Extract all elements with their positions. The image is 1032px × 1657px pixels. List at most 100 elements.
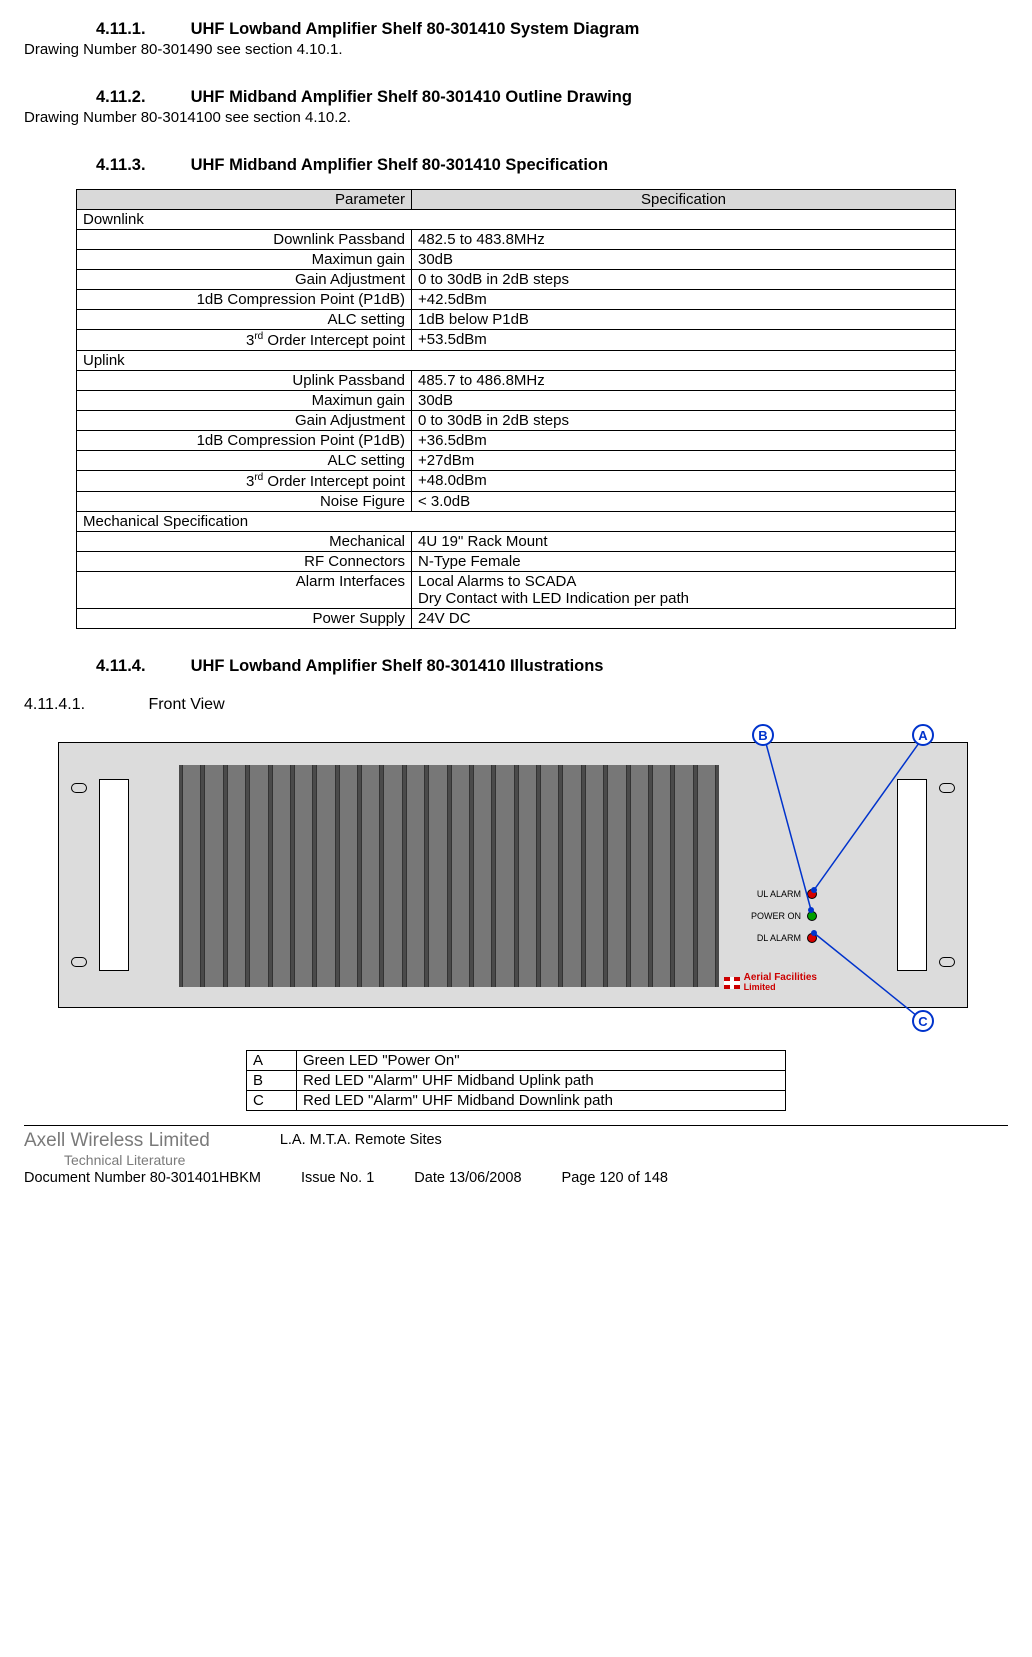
led-label: POWER ON bbox=[751, 911, 801, 921]
table-row: Gain Adjustment0 to 30dB in 2dB steps bbox=[77, 411, 956, 431]
sectitle: UHF Midband Amplifier Shelf 80-301410 Ou… bbox=[191, 88, 632, 106]
footer-docnum: Document Number 80-301401HBKM bbox=[24, 1170, 261, 1186]
param-cell: Downlink Passband bbox=[77, 230, 412, 250]
spec-cell: +48.0dBm bbox=[412, 471, 956, 492]
table-header-row: Parameter Specification bbox=[77, 190, 956, 210]
body-4-11-1: Drawing Number 80-301490 see section 4.1… bbox=[24, 41, 1008, 58]
screw-icon bbox=[939, 783, 955, 793]
param-cell: ALC setting bbox=[77, 451, 412, 471]
table-row: AGreen LED "Power On" bbox=[247, 1051, 786, 1071]
param-cell: Uplink Passband bbox=[77, 371, 412, 391]
secnum: 4.11.3. bbox=[96, 156, 186, 175]
spec-cell: Local Alarms to SCADADry Contact with LE… bbox=[412, 572, 956, 609]
spec-table: Parameter Specification DownlinkDownlink… bbox=[76, 189, 956, 629]
led-label: UL ALARM bbox=[757, 889, 801, 899]
param-cell: Gain Adjustment bbox=[77, 270, 412, 290]
table-row: Alarm InterfacesLocal Alarms to SCADADry… bbox=[77, 572, 956, 609]
table-section-row: Mechanical Specification bbox=[77, 512, 956, 532]
vendor-logo: Aerial FacilitiesLimited bbox=[724, 973, 817, 993]
spec-cell: 482.5 to 483.8MHz bbox=[412, 230, 956, 250]
table-row: Maximun gain30dB bbox=[77, 391, 956, 411]
footer-center: L.A. M.T.A. Remote Sites bbox=[210, 1130, 1008, 1168]
spec-cell: +27dBm bbox=[412, 451, 956, 471]
rack-panel: UL ALARM POWER ON DL ALARM Aerial Facili… bbox=[58, 742, 968, 1008]
table-row: ALC setting1dB below P1dB bbox=[77, 310, 956, 330]
screw-icon bbox=[71, 783, 87, 793]
screw-icon bbox=[71, 957, 87, 967]
section-title-cell: Downlink bbox=[77, 210, 956, 230]
sectitle: UHF Lowband Amplifier Shelf 80-301410 Sy… bbox=[191, 20, 640, 38]
header-param: Parameter bbox=[77, 190, 412, 210]
heading-4-11-4-1: 4.11.4.1. Front View bbox=[24, 696, 1008, 714]
sectitle: UHF Lowband Amplifier Shelf 80-301410 Il… bbox=[191, 657, 604, 675]
table-row: Mechanical4U 19" Rack Mount bbox=[77, 532, 956, 552]
table-row: 3rd Order Intercept point+53.5dBm bbox=[77, 330, 956, 351]
legend-val-cell: Red LED "Alarm" UHF Midband Downlink pat… bbox=[297, 1091, 786, 1111]
table-section-row: Downlink bbox=[77, 210, 956, 230]
section-title-cell: Uplink bbox=[77, 351, 956, 371]
table-row: Maximun gain30dB bbox=[77, 250, 956, 270]
callout-c: C bbox=[912, 1010, 934, 1032]
sectitle: UHF Midband Amplifier Shelf 80-301410 Sp… bbox=[191, 156, 609, 174]
param-cell: 1dB Compression Point (P1dB) bbox=[77, 290, 412, 310]
ul-alarm-led-icon bbox=[807, 889, 817, 899]
page-footer: Axell Wireless Limited Technical Literat… bbox=[24, 1125, 1008, 1186]
legend-key-cell: A bbox=[247, 1051, 297, 1071]
heading-4-11-2: 4.11.2. UHF Midband Amplifier Shelf 80-3… bbox=[96, 88, 1008, 107]
legend-table: AGreen LED "Power On"BRed LED "Alarm" UH… bbox=[246, 1050, 786, 1111]
param-cell: Alarm Interfaces bbox=[77, 572, 412, 609]
spec-cell: 4U 19" Rack Mount bbox=[412, 532, 956, 552]
heading-4-11-1: 4.11.1. UHF Lowband Amplifier Shelf 80-3… bbox=[96, 20, 1008, 39]
led-label: DL ALARM bbox=[757, 933, 801, 943]
spec-cell: N-Type Female bbox=[412, 552, 956, 572]
table-row: BRed LED "Alarm" UHF Midband Uplink path bbox=[247, 1071, 786, 1091]
param-cell: Gain Adjustment bbox=[77, 411, 412, 431]
param-cell: Maximun gain bbox=[77, 250, 412, 270]
legend-key-cell: C bbox=[247, 1091, 297, 1111]
legend-val-cell: Green LED "Power On" bbox=[297, 1051, 786, 1071]
table-row: Gain Adjustment0 to 30dB in 2dB steps bbox=[77, 270, 956, 290]
footer-company: Axell Wireless Limited bbox=[24, 1130, 210, 1152]
spec-cell: 1dB below P1dB bbox=[412, 310, 956, 330]
secnum: 4.11.4. bbox=[96, 657, 186, 676]
spec-cell: +42.5dBm bbox=[412, 290, 956, 310]
callout-a: A bbox=[912, 724, 934, 746]
param-cell: Maximun gain bbox=[77, 391, 412, 411]
spec-cell: < 3.0dB bbox=[412, 492, 956, 512]
heading-4-11-3: 4.11.3. UHF Midband Amplifier Shelf 80-3… bbox=[96, 156, 1008, 175]
spec-cell: 24V DC bbox=[412, 609, 956, 629]
table-row: ALC setting+27dBm bbox=[77, 451, 956, 471]
header-spec: Specification bbox=[412, 190, 956, 210]
heading-4-11-4: 4.11.4. UHF Lowband Amplifier Shelf 80-3… bbox=[96, 657, 1008, 676]
table-row: Power Supply24V DC bbox=[77, 609, 956, 629]
param-cell: 1dB Compression Point (P1dB) bbox=[77, 431, 412, 451]
table-row: CRed LED "Alarm" UHF Midband Downlink pa… bbox=[247, 1091, 786, 1111]
param-cell: ALC setting bbox=[77, 310, 412, 330]
legend-val-cell: Red LED "Alarm" UHF Midband Uplink path bbox=[297, 1071, 786, 1091]
power-on-led-icon bbox=[807, 911, 817, 921]
table-section-row: Uplink bbox=[77, 351, 956, 371]
param-cell: Mechanical bbox=[77, 532, 412, 552]
param-cell: 3rd Order Intercept point bbox=[77, 471, 412, 492]
body-4-11-2: Drawing Number 80-3014100 see section 4.… bbox=[24, 109, 1008, 126]
dl-alarm-led-icon bbox=[807, 933, 817, 943]
param-cell: Noise Figure bbox=[77, 492, 412, 512]
spec-cell: 30dB bbox=[412, 391, 956, 411]
logo-flag-icon bbox=[724, 977, 740, 989]
led-block: UL ALARM POWER ON DL ALARM bbox=[751, 883, 817, 949]
heatsink bbox=[179, 765, 719, 987]
table-row: Noise Figure< 3.0dB bbox=[77, 492, 956, 512]
spec-cell: +36.5dBm bbox=[412, 431, 956, 451]
secnum: 4.11.1. bbox=[96, 20, 186, 39]
spec-cell: 485.7 to 486.8MHz bbox=[412, 371, 956, 391]
footer-issue: Issue No. 1 bbox=[301, 1170, 374, 1186]
sectitle: Front View bbox=[148, 696, 224, 713]
front-view-illustration: UL ALARM POWER ON DL ALARM Aerial Facili… bbox=[24, 720, 1004, 1040]
table-row: Uplink Passband485.7 to 486.8MHz bbox=[77, 371, 956, 391]
table-row: 1dB Compression Point (P1dB)+42.5dBm bbox=[77, 290, 956, 310]
footer-techlit: Technical Literature bbox=[64, 1152, 210, 1168]
table-row: Downlink Passband482.5 to 483.8MHz bbox=[77, 230, 956, 250]
screw-icon bbox=[939, 957, 955, 967]
section-title-cell: Mechanical Specification bbox=[77, 512, 956, 532]
footer-page: Page 120 of 148 bbox=[562, 1170, 668, 1186]
